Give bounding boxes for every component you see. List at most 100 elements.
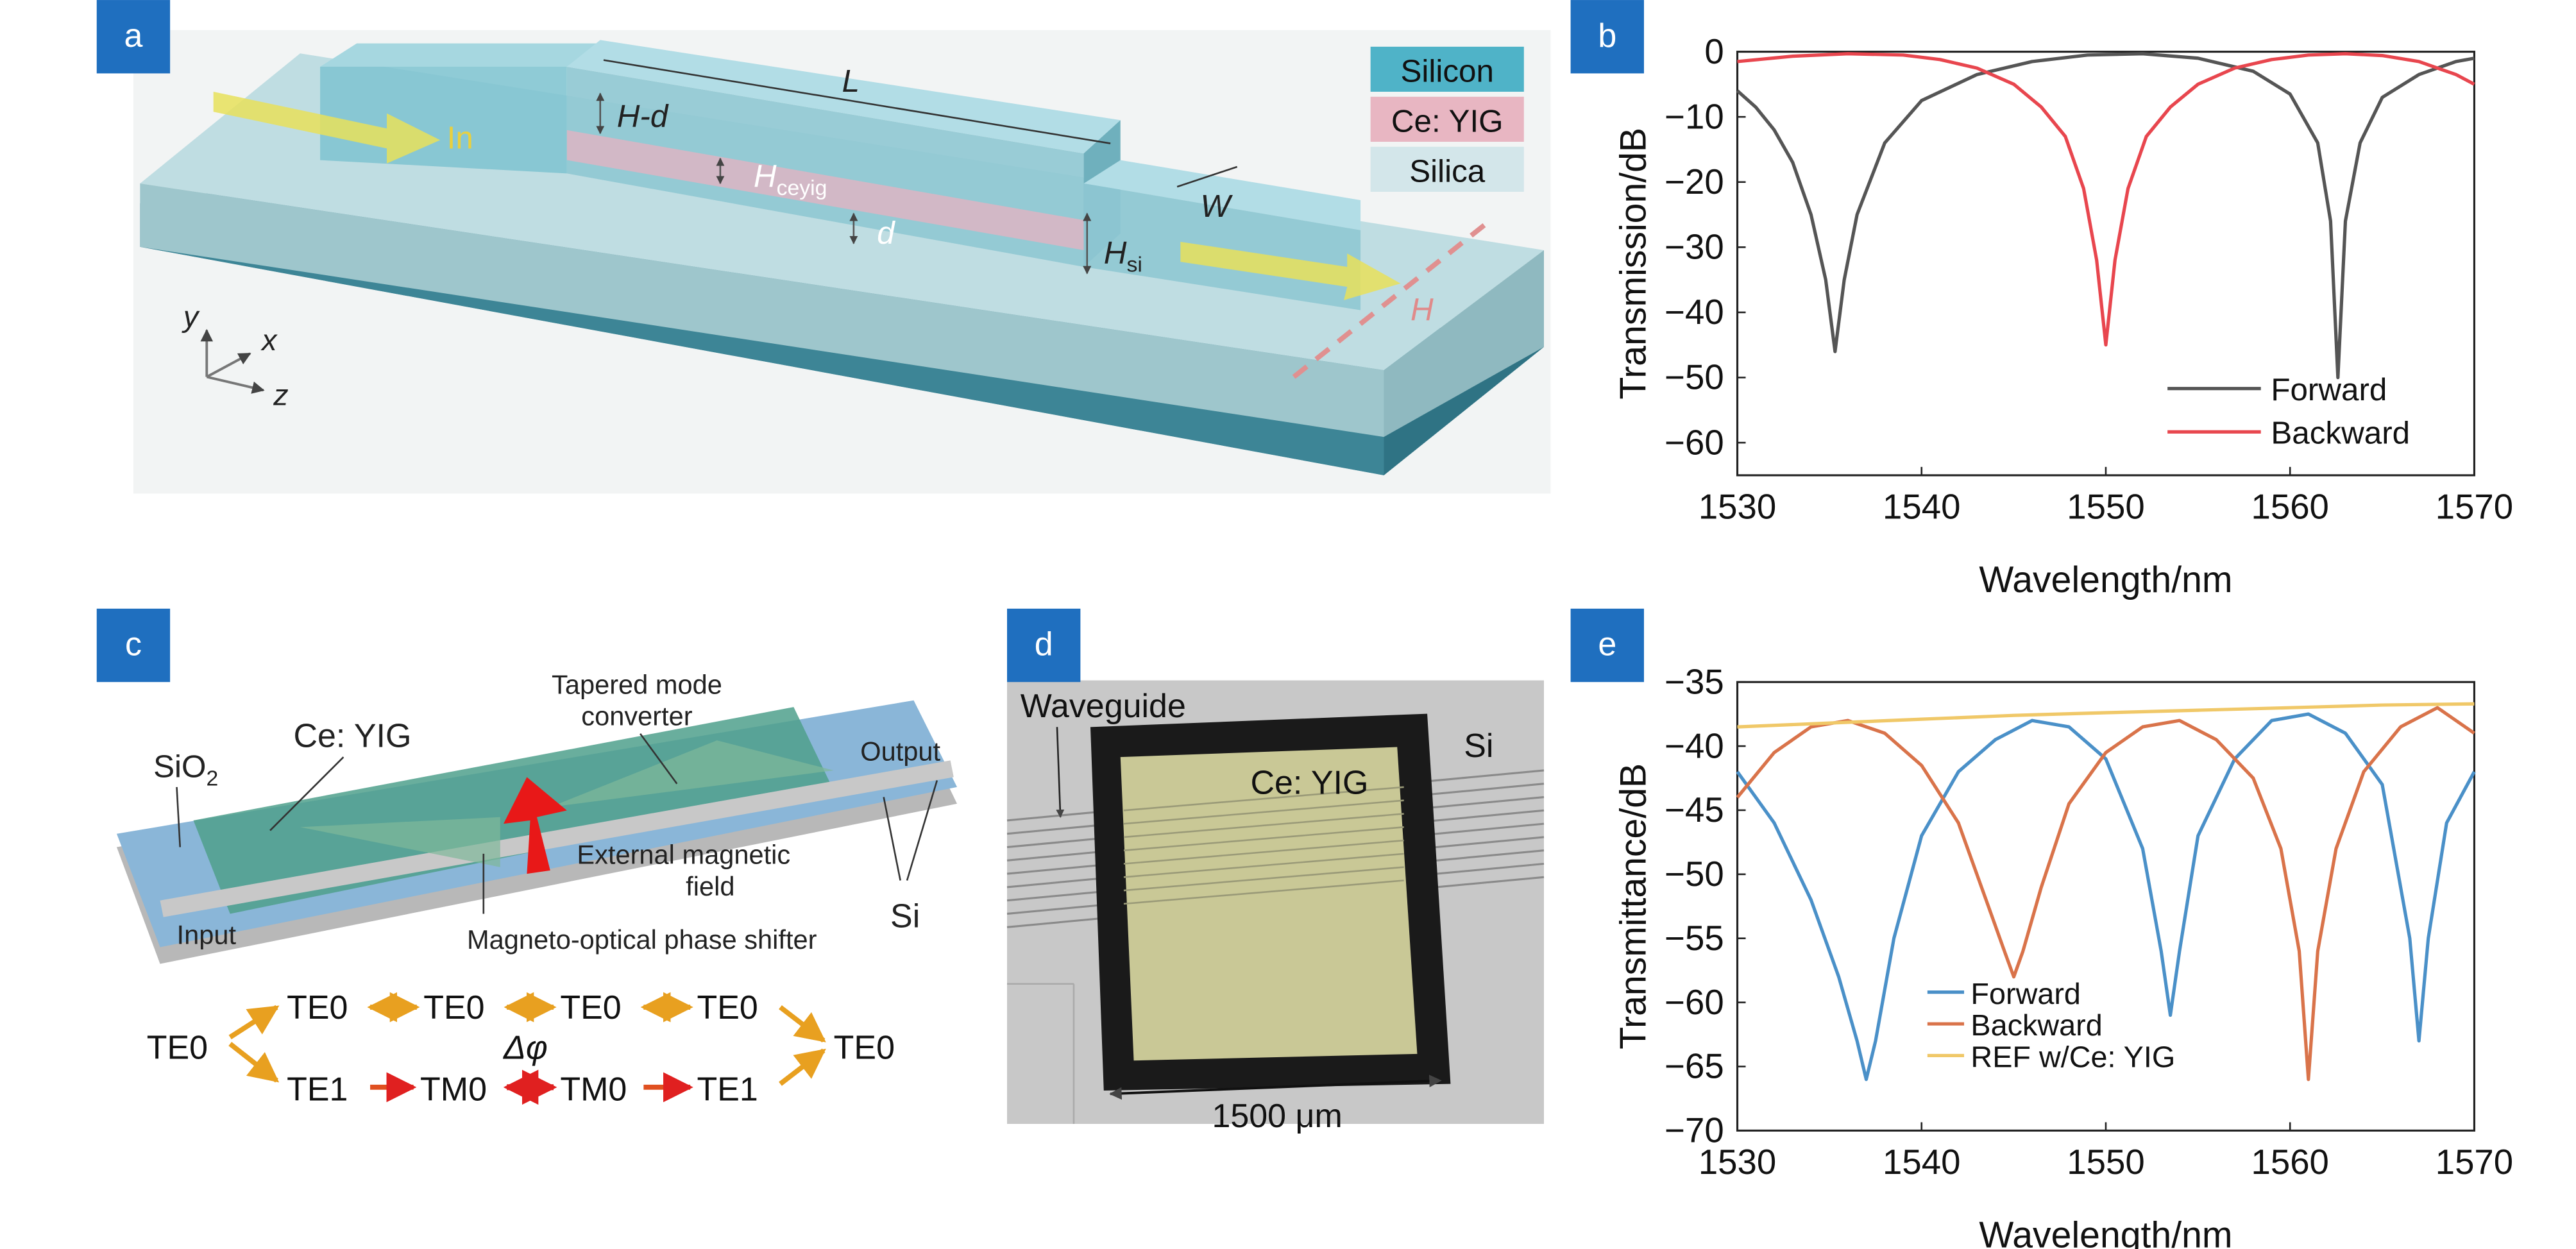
series-line-b-0 [1736,52,2475,380]
center-silicon-top [566,40,1121,154]
legend-ceyig-swatch [1370,96,1524,142]
mode-top-3: TE0 [560,989,621,1026]
output-waveguide-top [1083,160,1361,230]
mode-arrow-split-bottom [228,1042,280,1083]
mode-arrow-merge-bottom [779,1048,826,1086]
legend-label-b-0: Forward [2271,372,2387,407]
output-waveguide [1083,183,1361,310]
series-line-e-2 [1737,702,2475,729]
z-axis-arrow [206,375,265,394]
input-waveguide [320,67,567,174]
silica-front [140,183,1384,438]
panel-b-tag-box [1570,0,1644,74]
series-line-e-1 [1736,706,2475,1082]
ceyig-layer [566,130,1084,250]
y-axis-title-e: Transmittance/dB [1613,763,1654,1049]
l-dimension-line [603,59,1111,144]
y-tick-label-b: −20 [1665,162,1724,201]
x-axis-title-e: Wavelength/nm [1979,1214,2232,1249]
panel-e: e 1530 1540 1550 1560 1570 −35 −40 −45 −50 −55 −60… [1570,608,2514,1249]
in-label: In [447,120,473,155]
y-tick-label-e: −40 [1665,726,1724,765]
material-legend: Silicon Ce: YIG Silica [1370,46,1524,192]
y-axis-title-b: Transmission/dB [1613,128,1654,400]
y-tick-label-b: 0 [1704,32,1724,71]
legend-label-e-1: Backward [1970,1008,2102,1042]
ceyig-die [1120,747,1418,1061]
delta-phi-label: Δφ [502,1030,548,1067]
y-tick-label-e: −55 [1665,919,1724,958]
x-tick-label-e: 1550 [2067,1143,2144,1182]
legend-silicon-label: Silicon [1401,53,1494,89]
h-field-label: H [1411,292,1434,327]
chart-e: 1530 1540 1550 1560 1570 −35 −40 −45 −50 −55 −60 −6… [1613,662,2514,1249]
panel-d: d Waveguide Ce: YIG Si 1500 μm [1006,608,1545,1135]
y-tick-label-e: −45 [1665,790,1724,829]
y-tick-label-e: −70 [1665,1111,1724,1150]
x-tick-label-b: 1570 [2436,487,2513,526]
w-dimension [1176,166,1238,188]
series-line-e-0 [1736,712,2476,1082]
panel-a-tag-box [96,0,171,74]
x-tick-label-b: 1530 [1699,487,1776,526]
die-waveguides [1123,786,1404,905]
taper-1 [300,817,500,867]
taper-2 [550,740,834,808]
silica-right [1384,250,1545,438]
mode-bottom-1: TE1 [287,1071,348,1109]
tapered-label-1: Tapered mode [552,669,722,699]
panel-d-tag-box [1007,608,1081,683]
mode-te0-right: TE0 [834,1030,895,1067]
legend-silicon-swatch [1370,46,1524,92]
panel-c: c SiO2 Ce: YIG Tapered mode converter Ou… [96,608,958,1109]
phase-shifter-label: Magneto-optical phase shifter [467,924,817,955]
in-arrow [213,92,441,164]
legend-ceyig-label: Ce: YIG [1391,103,1504,139]
tapered-label-2: converter [581,701,692,731]
series-line-b-1 [1737,52,2475,347]
hd-label: H-d [617,99,669,134]
si-leader-1 [883,797,901,881]
mode-arrow-split-top [228,1005,280,1040]
x-axis-arrow [206,352,251,378]
panel-b: b 1530 1540 1550 1560 1570 0 −10 −20 −30 −40 −50 −6… [1570,0,2514,600]
si-c-label: Si [890,897,920,935]
legend-silica-label: Silica [1409,153,1486,189]
panel-c-tag-box [96,608,171,683]
scale-bar [1109,1075,1442,1100]
si-leader-2 [906,780,938,881]
external-label-1: External magnetic [577,840,790,870]
out-arrow [1180,241,1401,300]
x-axis-title-b: Wavelength/nm [1979,559,2232,600]
y-tick-label-b: −10 [1665,97,1724,136]
y-tick-label-e: −50 [1665,854,1724,894]
chart-b: 1530 1540 1550 1560 1570 0 −10 −20 −30 −40 −50 −60 W… [1613,32,2514,600]
mode-diagram: TE0 TE0 TE0 TE0 TE0 TE1 TM0 TM0 TE1 TE0 … [147,989,895,1108]
legend-label-b-1: Backward [2271,415,2410,450]
legend-silica-swatch [1370,146,1524,192]
mode-bottom-2: TM0 [420,1071,487,1109]
scale-label: 1500 μm [1212,1098,1342,1135]
y-tick-label-e: −60 [1665,983,1724,1022]
ceyig-d-label: Ce: YIG [1251,764,1369,801]
mode-arrow-merge-top [779,1005,826,1043]
y-tick-label-b: −50 [1665,358,1724,397]
z-axis-label: z [273,378,288,412]
mode-top-4: TE0 [697,989,758,1026]
waveguide-label: Waveguide [1021,688,1186,725]
x-tick-label-e: 1540 [1883,1143,1960,1182]
x-tick-label-b: 1560 [2251,487,2329,526]
tapered-leader [640,733,678,785]
panel-e-tag: e [1598,626,1616,663]
x-tick-label-b: 1550 [2067,487,2144,526]
hceyig-label: Hceyig [754,158,827,200]
hsi-label: Hsi [1104,235,1142,277]
x-tick-label-b: 1540 [1883,487,1960,526]
panel-b-tag: b [1598,17,1616,55]
mode-top-1: TE0 [287,989,348,1026]
mode-te0-left: TE0 [147,1030,208,1067]
y-tick-label-b: −40 [1665,293,1724,332]
sio2-label: SiO2 [153,749,218,790]
y-tick-label-b: −60 [1665,423,1724,462]
